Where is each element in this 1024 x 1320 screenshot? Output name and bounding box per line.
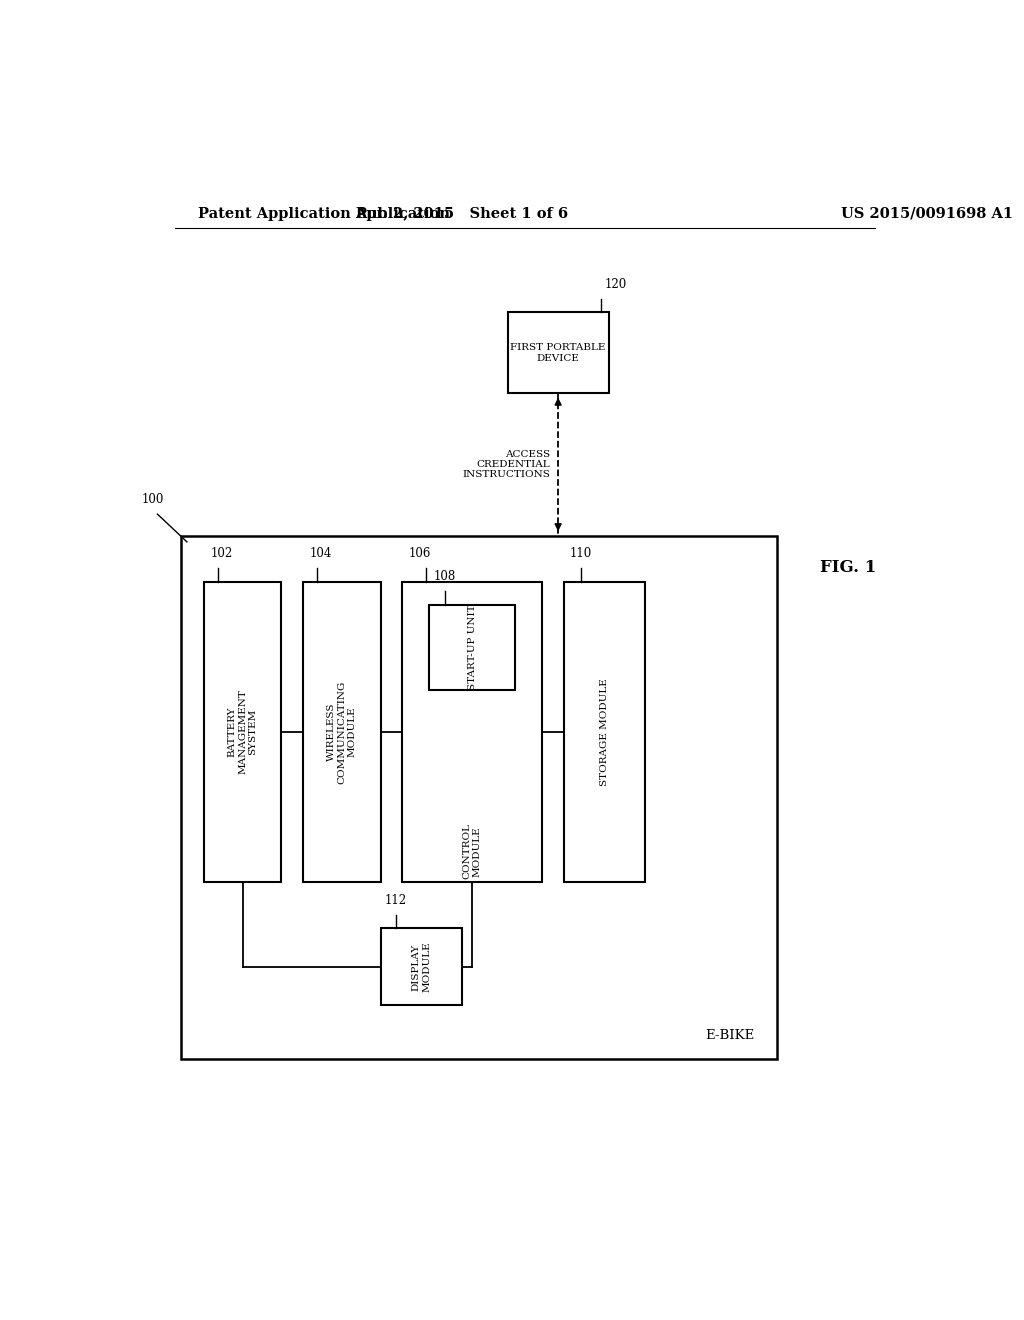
Text: 106: 106 xyxy=(409,548,431,560)
Text: 108: 108 xyxy=(433,570,456,583)
Text: 102: 102 xyxy=(210,548,232,560)
Text: FIG. 1: FIG. 1 xyxy=(820,558,877,576)
Text: STORAGE MODULE: STORAGE MODULE xyxy=(600,678,608,785)
Text: 110: 110 xyxy=(569,548,592,560)
Text: DISPLAY
MODULE: DISPLAY MODULE xyxy=(412,941,431,993)
Bar xyxy=(381,928,462,1006)
Bar xyxy=(563,582,645,882)
Text: Patent Application Publication: Patent Application Publication xyxy=(198,207,450,220)
Text: FIRST PORTABLE
DEVICE: FIRST PORTABLE DEVICE xyxy=(510,343,606,363)
Text: ACCESS
CREDENTIAL
INSTRUCTIONS: ACCESS CREDENTIAL INSTRUCTIONS xyxy=(463,450,550,479)
Text: E-BIKE: E-BIKE xyxy=(705,1030,755,1043)
Bar xyxy=(204,582,282,882)
Text: BATTERY
MANAGEMENT
SYSTEM: BATTERY MANAGEMENT SYSTEM xyxy=(227,689,258,775)
Bar xyxy=(508,313,608,393)
Bar xyxy=(303,582,381,882)
Bar xyxy=(402,582,542,882)
Text: US 2015/0091698 A1: US 2015/0091698 A1 xyxy=(841,207,1013,220)
Bar xyxy=(429,605,515,689)
Text: Apr. 2, 2015   Sheet 1 of 6: Apr. 2, 2015 Sheet 1 of 6 xyxy=(354,207,568,220)
Text: CONTROL
MODULE: CONTROL MODULE xyxy=(463,824,482,879)
Text: 100: 100 xyxy=(142,494,164,507)
Text: START-UP UNIT: START-UP UNIT xyxy=(468,605,476,690)
Text: 104: 104 xyxy=(309,548,332,560)
Text: WIRELESS
COMMUNICATING
MODULE: WIRELESS COMMUNICATING MODULE xyxy=(327,680,356,784)
Text: 120: 120 xyxy=(604,277,627,290)
Bar xyxy=(180,536,777,1059)
Text: 112: 112 xyxy=(385,894,407,907)
